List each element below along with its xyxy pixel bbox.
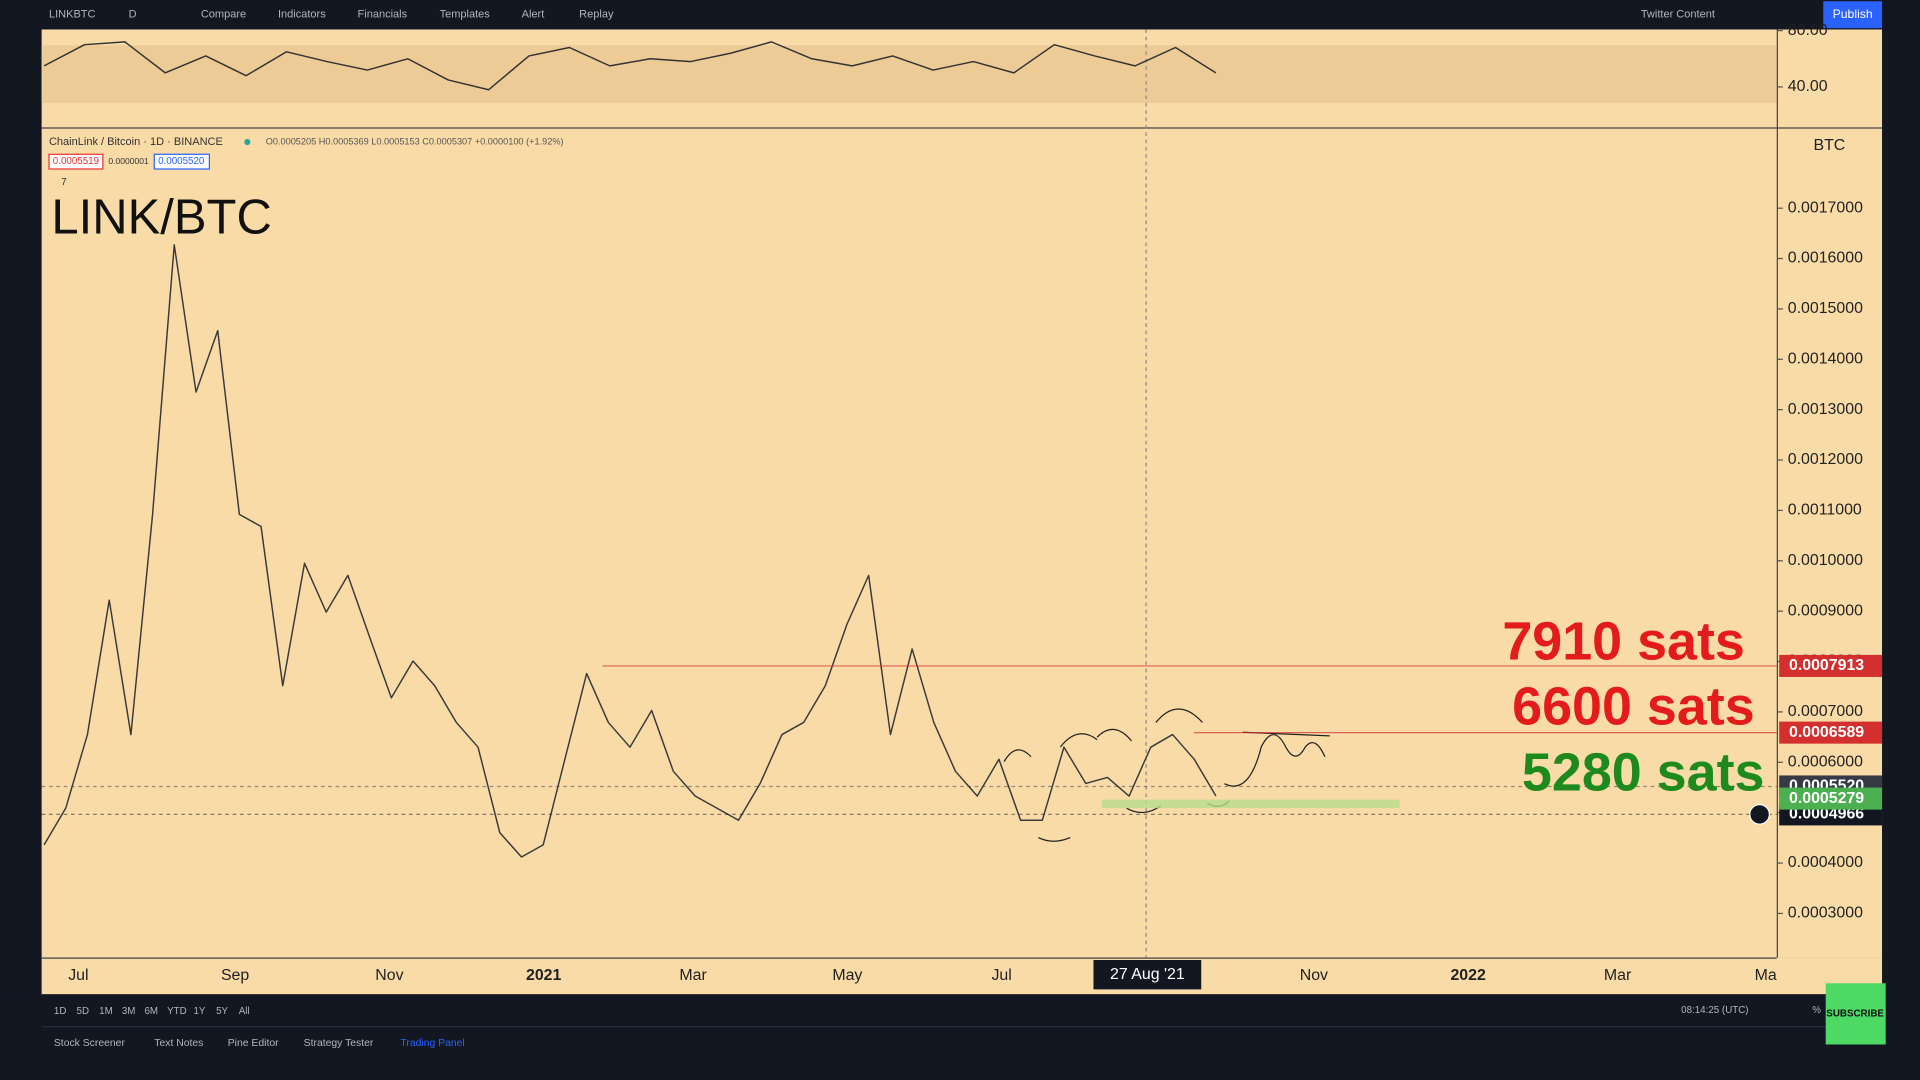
layout-name[interactable]: Twitter Content xyxy=(1641,9,1715,21)
left-toolbar xyxy=(0,29,41,1080)
crosshair-date: 27 Aug '21 xyxy=(1110,966,1185,983)
y-tick-label: 0.0009000 xyxy=(1788,602,1863,619)
y-tick-label: 0.0003000 xyxy=(1788,905,1863,922)
panel-tab[interactable]: Stock Screener xyxy=(54,1038,126,1049)
y-tick-label: 0.0013000 xyxy=(1788,401,1863,418)
arrow xyxy=(1038,836,1071,842)
level-label: 0.0007913 xyxy=(1789,657,1864,674)
level-label: 0.0005279 xyxy=(1789,790,1864,807)
level-label: 0.0006589 xyxy=(1789,724,1864,741)
x-tick-label: Ma xyxy=(1755,967,1777,984)
rsi-tick-label: 40.00 xyxy=(1788,78,1828,95)
x-tick-label: Mar xyxy=(1604,967,1632,984)
toolbar-button[interactable]: Templates xyxy=(440,9,491,21)
rsi-band xyxy=(41,45,1777,103)
interval[interactable]: D xyxy=(129,9,137,21)
legend-ohlc: O0.0005205 H0.0005369 L0.0005153 C0.0005… xyxy=(266,136,564,146)
range-button[interactable]: All xyxy=(239,1006,250,1017)
toolbar-button[interactable]: Replay xyxy=(579,9,614,21)
y-tick-label: 0.0017000 xyxy=(1788,199,1863,216)
toolbar-button[interactable]: Compare xyxy=(201,9,246,21)
indicator-count[interactable]: 7 xyxy=(61,177,66,188)
panel-tab[interactable]: Strategy Tester xyxy=(304,1038,374,1049)
level-label: 0.0004966 xyxy=(1789,806,1864,823)
bottom-panel xyxy=(0,994,1884,1080)
toolbar-button[interactable]: Financials xyxy=(358,9,408,21)
panel-tab[interactable]: Pine Editor xyxy=(228,1038,279,1049)
subscribe-label[interactable]: SUBSCRIBE xyxy=(1826,1008,1884,1019)
y-tick-label: 0.0007000 xyxy=(1788,703,1863,720)
range-button[interactable]: YTD xyxy=(167,1006,187,1017)
publish-label[interactable]: Publish xyxy=(1833,7,1873,21)
y-tick-label: 0.0014000 xyxy=(1788,350,1863,367)
arrow xyxy=(1059,733,1098,748)
x-tick-label: Jul xyxy=(68,967,88,984)
level-label-box xyxy=(1779,654,1883,677)
chart-title: LINK/BTC xyxy=(51,190,271,244)
x-tick-label: 2021 xyxy=(526,967,562,984)
ask: 0.0005520 xyxy=(158,156,205,167)
x-tick-label: Jul xyxy=(991,967,1011,984)
annotation: 5280 sats xyxy=(1522,743,1765,803)
y-tick-label: 0.0011000 xyxy=(1788,502,1862,519)
level-label-box xyxy=(1779,787,1883,810)
toolbar-button[interactable]: Alert xyxy=(522,9,545,21)
arrow xyxy=(1096,728,1132,742)
range-button[interactable]: 6M xyxy=(144,1006,158,1017)
x-tick-label: Sep xyxy=(221,967,249,984)
clock: 08:14:25 (UTC) xyxy=(1681,1005,1748,1016)
y-tick-label: 0.0015000 xyxy=(1788,300,1863,317)
spread: 0.0000001 xyxy=(108,156,149,166)
range-button[interactable]: 5Y xyxy=(216,1006,228,1017)
ask-box[interactable] xyxy=(153,153,210,170)
rsi-line xyxy=(43,41,1217,91)
price-line xyxy=(43,244,1217,858)
range-button[interactable]: 1M xyxy=(99,1006,113,1017)
panel-tab[interactable]: Text Notes xyxy=(154,1038,203,1049)
legend-name: ChainLink / Bitcoin · 1D · BINANCE xyxy=(49,136,223,148)
status-dot xyxy=(244,138,251,146)
percent-toggle[interactable]: % xyxy=(1812,1005,1821,1016)
crosshair-date-box xyxy=(1093,960,1202,990)
publish-button[interactable] xyxy=(1823,1,1883,29)
x-tick-label: Nov xyxy=(1300,967,1328,984)
time-axis xyxy=(41,957,1883,995)
bid: 0.0005519 xyxy=(53,156,99,167)
panel-tab[interactable]: Trading Panel xyxy=(400,1038,464,1049)
range-button[interactable]: 1Y xyxy=(193,1006,205,1017)
y-tick-label: 0.0010000 xyxy=(1788,552,1863,569)
x-tick-label: 2022 xyxy=(1450,967,1486,984)
y-tick-label: 0.0006000 xyxy=(1788,753,1863,770)
range-button[interactable]: 1D xyxy=(54,1006,67,1017)
right-sidebar xyxy=(1883,29,1920,1080)
projection xyxy=(1224,734,1326,787)
range-button[interactable]: 3M xyxy=(122,1006,136,1017)
top-toolbar xyxy=(0,0,1920,30)
y-tick-label: 0.0016000 xyxy=(1788,250,1863,267)
toolbar-button[interactable]: Indicators xyxy=(278,9,326,21)
chart-pane xyxy=(41,29,1883,958)
bid-box[interactable] xyxy=(48,153,104,170)
currency: BTC xyxy=(1813,137,1845,154)
annotation: 7910 sats xyxy=(1502,612,1745,672)
x-tick-label: May xyxy=(832,967,862,984)
symbol[interactable]: LINKBTC xyxy=(49,9,96,21)
y-tick-label: 0.0012000 xyxy=(1788,451,1863,468)
arrow xyxy=(1003,749,1032,762)
range-button[interactable]: 5D xyxy=(77,1006,90,1017)
crosshair-add[interactable] xyxy=(1749,803,1770,825)
annotation: 6600 sats xyxy=(1512,676,1755,736)
arrow xyxy=(1155,708,1203,723)
support-zone xyxy=(1102,799,1400,809)
level-label-box xyxy=(1779,721,1883,744)
x-tick-label: Nov xyxy=(375,967,403,984)
rsi-tick-label: 80.00 xyxy=(1788,22,1828,39)
y-tick-label: 0.0004000 xyxy=(1788,854,1863,871)
subscribe-button[interactable] xyxy=(1825,983,1886,1045)
x-tick-label: Mar xyxy=(679,967,707,984)
